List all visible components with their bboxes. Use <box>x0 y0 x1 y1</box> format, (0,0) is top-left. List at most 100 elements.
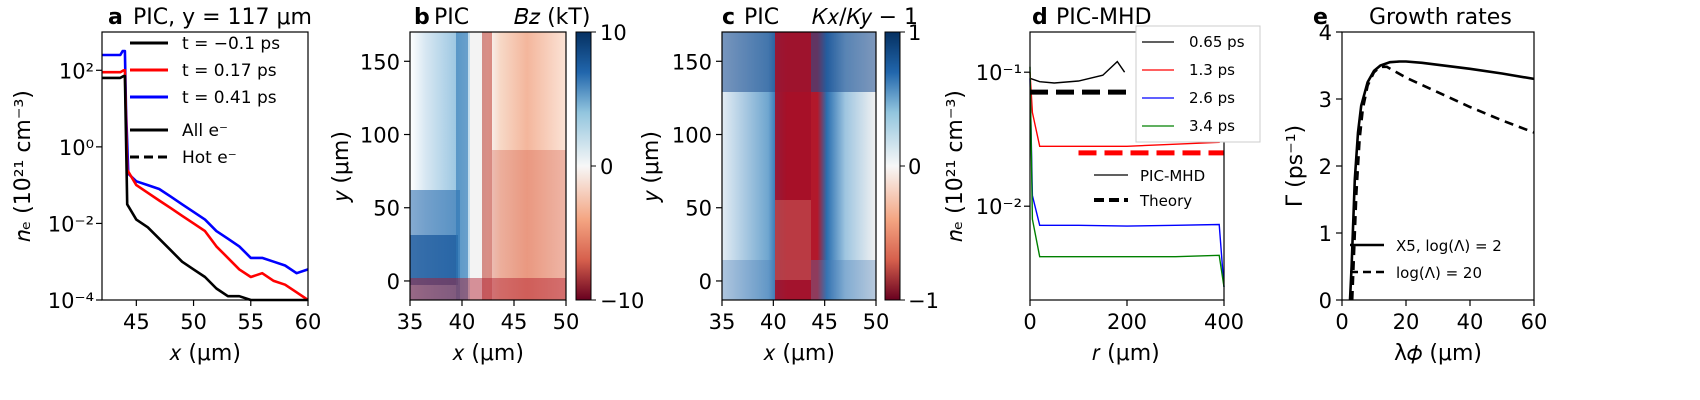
heatmap-center-lower <box>775 200 811 280</box>
heatmap-center-red-band <box>775 32 811 300</box>
series-line <box>1029 66 1225 288</box>
panel-a-yticks: 10² 10⁰ 10⁻² 10⁻⁴ <box>48 59 102 313</box>
panel-c-colorbar-ticks: 1 0 −1 <box>900 21 939 313</box>
y-tick-label: 10⁻² <box>976 195 1022 219</box>
panel-e-series <box>1348 60 1535 301</box>
panel-d-ylabel: 𝑛ₑ (10²¹ cm⁻³) <box>943 90 968 242</box>
panel-c-letter: c <box>722 5 735 30</box>
panel-e-yticks: 0 1 2 3 4 <box>1319 21 1342 313</box>
cbar-tick-label: 1 <box>908 21 921 45</box>
x-tick-label: 400 <box>1204 310 1244 334</box>
legend-label: Theory <box>1139 192 1192 210</box>
y-tick-label: 150 <box>672 50 712 74</box>
panel-d-xlabel: 𝑟 (μm) <box>1092 341 1160 366</box>
panel-e-title: Growth rates <box>1369 5 1512 30</box>
x-tick-label: 0 <box>1023 310 1036 334</box>
legend-box <box>1135 25 1261 143</box>
cbar-tick-label: −10 <box>600 289 644 313</box>
x-tick-label: 40 <box>449 310 476 334</box>
panel-b-xticks: 35 40 45 50 <box>397 300 580 334</box>
panel-b-colorbar-label: 𝐵𝑧 (kT) <box>514 5 590 30</box>
panel-a-frame <box>101 31 309 301</box>
panel-a-ylabel: 𝑛ₑ (10²¹ cm⁻³) <box>11 90 36 242</box>
panel-d-legend-style: PIC-MHD Theory <box>1094 167 1205 210</box>
x-tick-label: 40 <box>760 310 787 334</box>
y-tick-label: 0 <box>387 270 400 294</box>
panel-d-legend-times: 0.65 ps 1.3 ps 2.6 ps 3.4 ps <box>1135 25 1261 143</box>
panel-b-colorbar-ticks: 10 0 −10 <box>591 21 644 313</box>
panel-c-yticks: 0 50 100 150 <box>672 50 722 294</box>
x-tick-label: 0 <box>1335 310 1348 334</box>
x-tick-label: 55 <box>237 310 264 334</box>
panel-c-heatmap <box>722 32 876 300</box>
x-tick-label: 200 <box>1107 310 1147 334</box>
panel-a-legend: t = −0.1 ps t = 0.17 ps t = 0.41 ps All … <box>130 34 280 168</box>
y-tick-label: 10⁰ <box>59 136 94 160</box>
y-tick-label: 4 <box>1319 21 1332 45</box>
y-tick-label: 50 <box>685 197 712 221</box>
panel-c: c PIC 𝐾𝑥/𝐾𝑦 − 1 1 0 −1 35 40 45 50 0 50 100 15… <box>639 5 939 366</box>
panel-d-series <box>1029 60 1225 288</box>
y-tick-label: 10⁻² <box>48 212 94 236</box>
cbar-tick-label: −1 <box>908 289 939 313</box>
cbar-tick-label: 0 <box>600 155 613 179</box>
series-line <box>1029 72 1225 147</box>
x-tick-label: 35 <box>709 310 736 334</box>
x-tick-label: 50 <box>553 310 580 334</box>
legend-label: 3.4 ps <box>1189 117 1235 135</box>
heatmap-region-strong-blue <box>410 235 458 285</box>
y-tick-label: 10⁻⁴ <box>48 289 94 313</box>
panel-c-title: PIC <box>744 5 779 30</box>
panel-b-xlabel: 𝑥 (μm) <box>452 341 524 366</box>
cbar-tick-label: 10 <box>600 21 627 45</box>
panel-c-ylabel: 𝑦 (μm) <box>639 131 664 203</box>
series-line <box>1350 65 1535 301</box>
y-tick-label: 1 <box>1319 222 1332 246</box>
panel-b: b PIC 𝐵𝑧 (kT) 10 0 −10 35 40 45 50 05010015… <box>329 5 644 366</box>
panel-e-ylabel: Γ (ps⁻¹) <box>1283 125 1308 207</box>
heatmap-region-positive-x <box>492 150 566 300</box>
legend-label: PIC-MHD <box>1140 167 1205 185</box>
panel-a-letter: a <box>108 5 123 30</box>
panel-e: e Growth rates 0 20 40 60 0 1 2 3 4 λ𝜙 (μm) Γ (… <box>1283 5 1547 366</box>
x-tick-label: 45 <box>501 310 528 334</box>
x-tick-label: 20 <box>1393 310 1420 334</box>
panel-b-ylabel: 𝑦 (μm) <box>329 131 354 203</box>
legend-label: All e⁻ <box>182 121 228 141</box>
y-tick-label: 50 <box>373 197 400 221</box>
y-tick-label: 3 <box>1319 88 1332 112</box>
heatmap-left-edge <box>456 32 468 300</box>
panel-a: a PIC, y = 117 μm 45 50 55 60 10² 10⁰ 10⁻² 10⁻… <box>11 5 321 366</box>
panel-e-frame <box>1341 31 1535 301</box>
y-tick-label: 150 <box>360 50 400 74</box>
panel-d: d PIC-MHD 0 200 400 10⁻¹ 10⁻² 𝑟 (μm) 𝑛ₑ (10… <box>943 5 1261 366</box>
legend-label: Hot e⁻ <box>182 148 237 168</box>
panel-c-colorbar-label: 𝐾𝑥/𝐾𝑦 − 1 <box>812 5 918 30</box>
panel-d-letter: d <box>1032 5 1048 30</box>
panel-d-xticks: 0 200 400 <box>1023 300 1244 334</box>
x-tick-label: 60 <box>295 310 322 334</box>
y-tick-label: 100 <box>672 124 712 148</box>
panel-b-heatmap <box>410 32 566 300</box>
panel-c-frame <box>721 31 877 301</box>
y-tick-label: 100 <box>360 124 400 148</box>
legend-label: t = 0.17 ps <box>182 61 277 81</box>
panel-b-yticks: 0 50 100 150 <box>360 50 410 294</box>
panel-c-colorbar <box>884 31 901 301</box>
series-line <box>1029 60 1126 84</box>
y-tick-label: 10² <box>59 59 94 83</box>
cbar-tick-label: 0 <box>908 155 921 179</box>
x-tick-label: 40 <box>1457 310 1484 334</box>
panel-b-colorbar <box>575 31 592 301</box>
x-tick-label: 60 <box>1521 310 1548 334</box>
panel-b-frame <box>409 31 567 301</box>
series-line <box>1348 60 1535 301</box>
panel-a-title: PIC, y = 117 μm <box>133 5 312 30</box>
x-tick-label: 50 <box>863 310 890 334</box>
legend-label: log(Λ) = 20 <box>1396 264 1482 282</box>
x-tick-label: 45 <box>811 310 838 334</box>
panel-a-xlabel: 𝑥 (μm) <box>169 341 241 366</box>
panel-e-xlabel: λ𝜙 (μm) <box>1394 341 1482 366</box>
y-tick-label: 0 <box>1319 289 1332 313</box>
